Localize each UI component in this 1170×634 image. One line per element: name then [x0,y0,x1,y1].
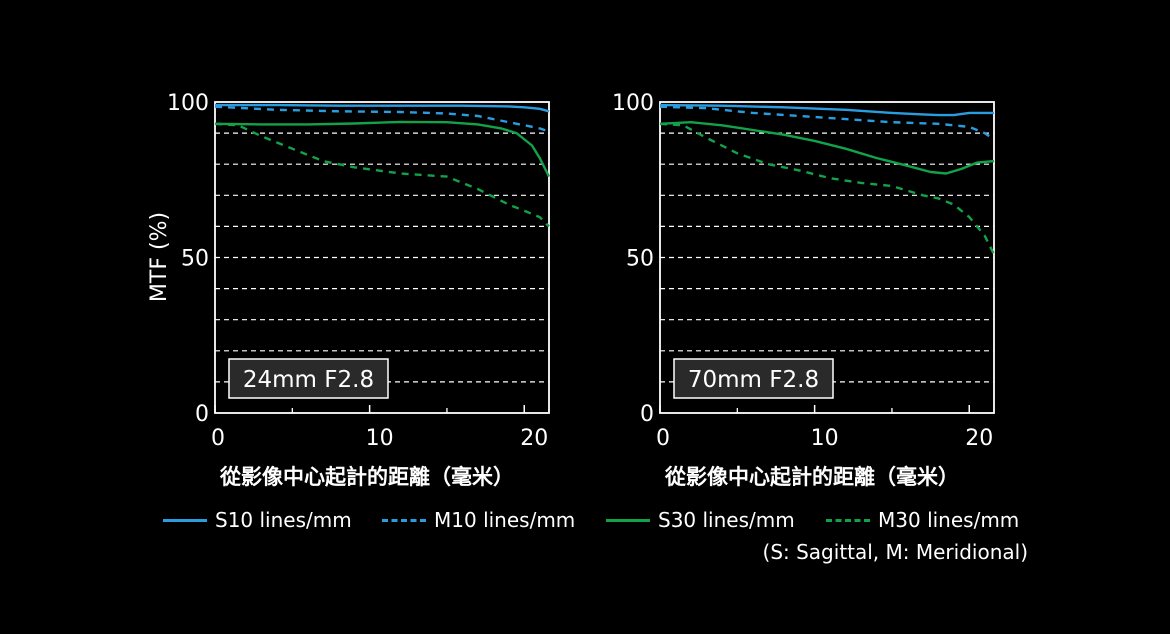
legend-swatch-s10 [163,518,207,522]
y-tick-label: 50 [181,247,209,272]
legend-label-m10: M10 lines/mm [434,508,576,532]
y-axis-label: MTF (%) [147,212,172,302]
x-tick-label: 0 [656,426,670,451]
legend: S10 lines/mm M10 lines/mm S30 lines/mm M… [0,508,1170,568]
x-tick-label: 10 [366,426,394,451]
x-tick-label: 0 [211,426,225,451]
lens-label-box [228,358,389,399]
x-tick-label: 20 [965,426,993,451]
x-axis-label: 從影像中心起計的距離（毫米） [219,465,514,489]
legend-label-s10: S10 lines/mm [215,508,352,532]
series-line-m30 [659,122,996,255]
legend-label-m30: M30 lines/mm [878,508,1020,532]
y-tick-label: 0 [640,402,654,427]
y-tick-label: 100 [167,91,209,116]
plot-frame [659,101,995,414]
series-line-s10 [215,103,550,113]
legend-swatch-s30 [606,518,650,522]
lens-label-box [673,358,834,399]
series-line-m10 [214,105,550,133]
legend-note: (S: Sagittal, M: Meridional) [762,540,1028,564]
plot-frame [214,101,550,414]
chart-title: 70mm F2.8 [688,367,819,393]
series-line-m10 [659,105,995,141]
y-tick-label: 50 [626,247,654,272]
series-line-m30 [214,122,550,228]
y-tick-label: 0 [195,402,209,427]
legend-item-s30: S30 lines/mm [606,508,795,532]
legend-swatch-m30 [826,518,870,522]
legend-item-m30: M30 lines/mm [826,508,1019,532]
y-tick-label: 100 [612,91,654,116]
chart-title: 24mm F2.8 [243,367,374,393]
series-line-s10 [659,103,994,117]
x-axis-label: 從影像中心起計的距離（毫米） [664,465,959,489]
legend-item-s10: S10 lines/mm [163,508,352,532]
legend-swatch-m10 [382,518,426,522]
legend-label-s30: S30 lines/mm [658,508,795,532]
series-line-s30 [214,120,551,178]
x-tick-label: 10 [811,426,839,451]
x-tick-label: 20 [520,426,548,451]
legend-item-m10: M10 lines/mm [382,508,575,532]
series-line-s30 [659,121,995,175]
